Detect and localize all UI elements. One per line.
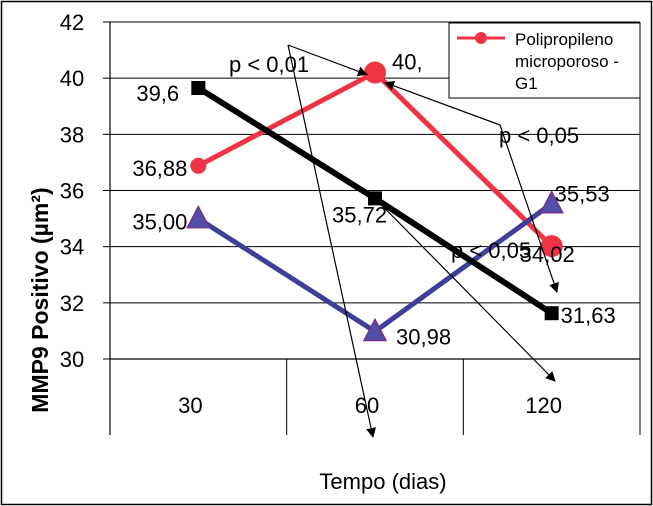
annotation-2: p < 0,05 [451, 238, 531, 263]
data-point-2-2 [544, 306, 559, 321]
y-tick-label-38: 38 [60, 122, 84, 147]
x-tick-label-30: 30 [178, 393, 202, 418]
legend-text-1: microporoso - [515, 52, 619, 71]
data-point-0-0 [190, 157, 207, 174]
data-label-2-2: 31,63 [561, 303, 616, 328]
data-label-0-0: 36,88 [132, 156, 187, 181]
annotation-arrow-4 [499, 124, 559, 293]
data-point-0-2 [540, 235, 563, 258]
legend-text-0: Polipropileno [515, 30, 613, 49]
x-axis-title: Tempo (dias) [319, 469, 446, 494]
legend-text-2: G1 [515, 74, 538, 93]
annotation-0: p < 0,01 [229, 52, 309, 77]
y-tick-label-30: 30 [60, 347, 84, 372]
legend-box [448, 22, 641, 99]
annotation-arrow-3 [384, 80, 501, 126]
data-label-1-0: 35,00 [132, 210, 187, 235]
annotation-arrow-2 [374, 197, 556, 382]
annotation-arrow-1 [287, 44, 376, 438]
y-tick-label-34: 34 [60, 235, 84, 260]
data-label-2-1: 35,72 [332, 202, 387, 227]
data-label-2-0: 39,6 [136, 81, 179, 106]
x-tick-label-60: 60 [355, 393, 379, 418]
data-label-1-1: 30,98 [396, 324, 451, 349]
data-point-1-2 [539, 190, 564, 214]
data-point-1-0 [186, 204, 211, 229]
legend-swatch-marker [475, 32, 487, 44]
y-tick-label-36: 36 [60, 179, 84, 204]
annotation-1: p < 0,05 [499, 123, 579, 148]
data-label-0-1: 40, [392, 50, 423, 75]
data-point-0-1 [364, 61, 386, 84]
y-tick-label-40: 40 [60, 66, 84, 91]
y-axis-title: MMP9 Positivo (µm²) [27, 187, 53, 412]
data-point-2-0 [191, 80, 206, 95]
x-tick-label-120: 120 [525, 393, 562, 418]
y-tick-label-42: 42 [60, 10, 84, 35]
data-point-1-1 [362, 317, 388, 342]
data-label-1-2: 35,53 [555, 182, 610, 207]
annotation-arrow-0 [287, 44, 368, 77]
y-tick-label-32: 32 [60, 291, 84, 316]
